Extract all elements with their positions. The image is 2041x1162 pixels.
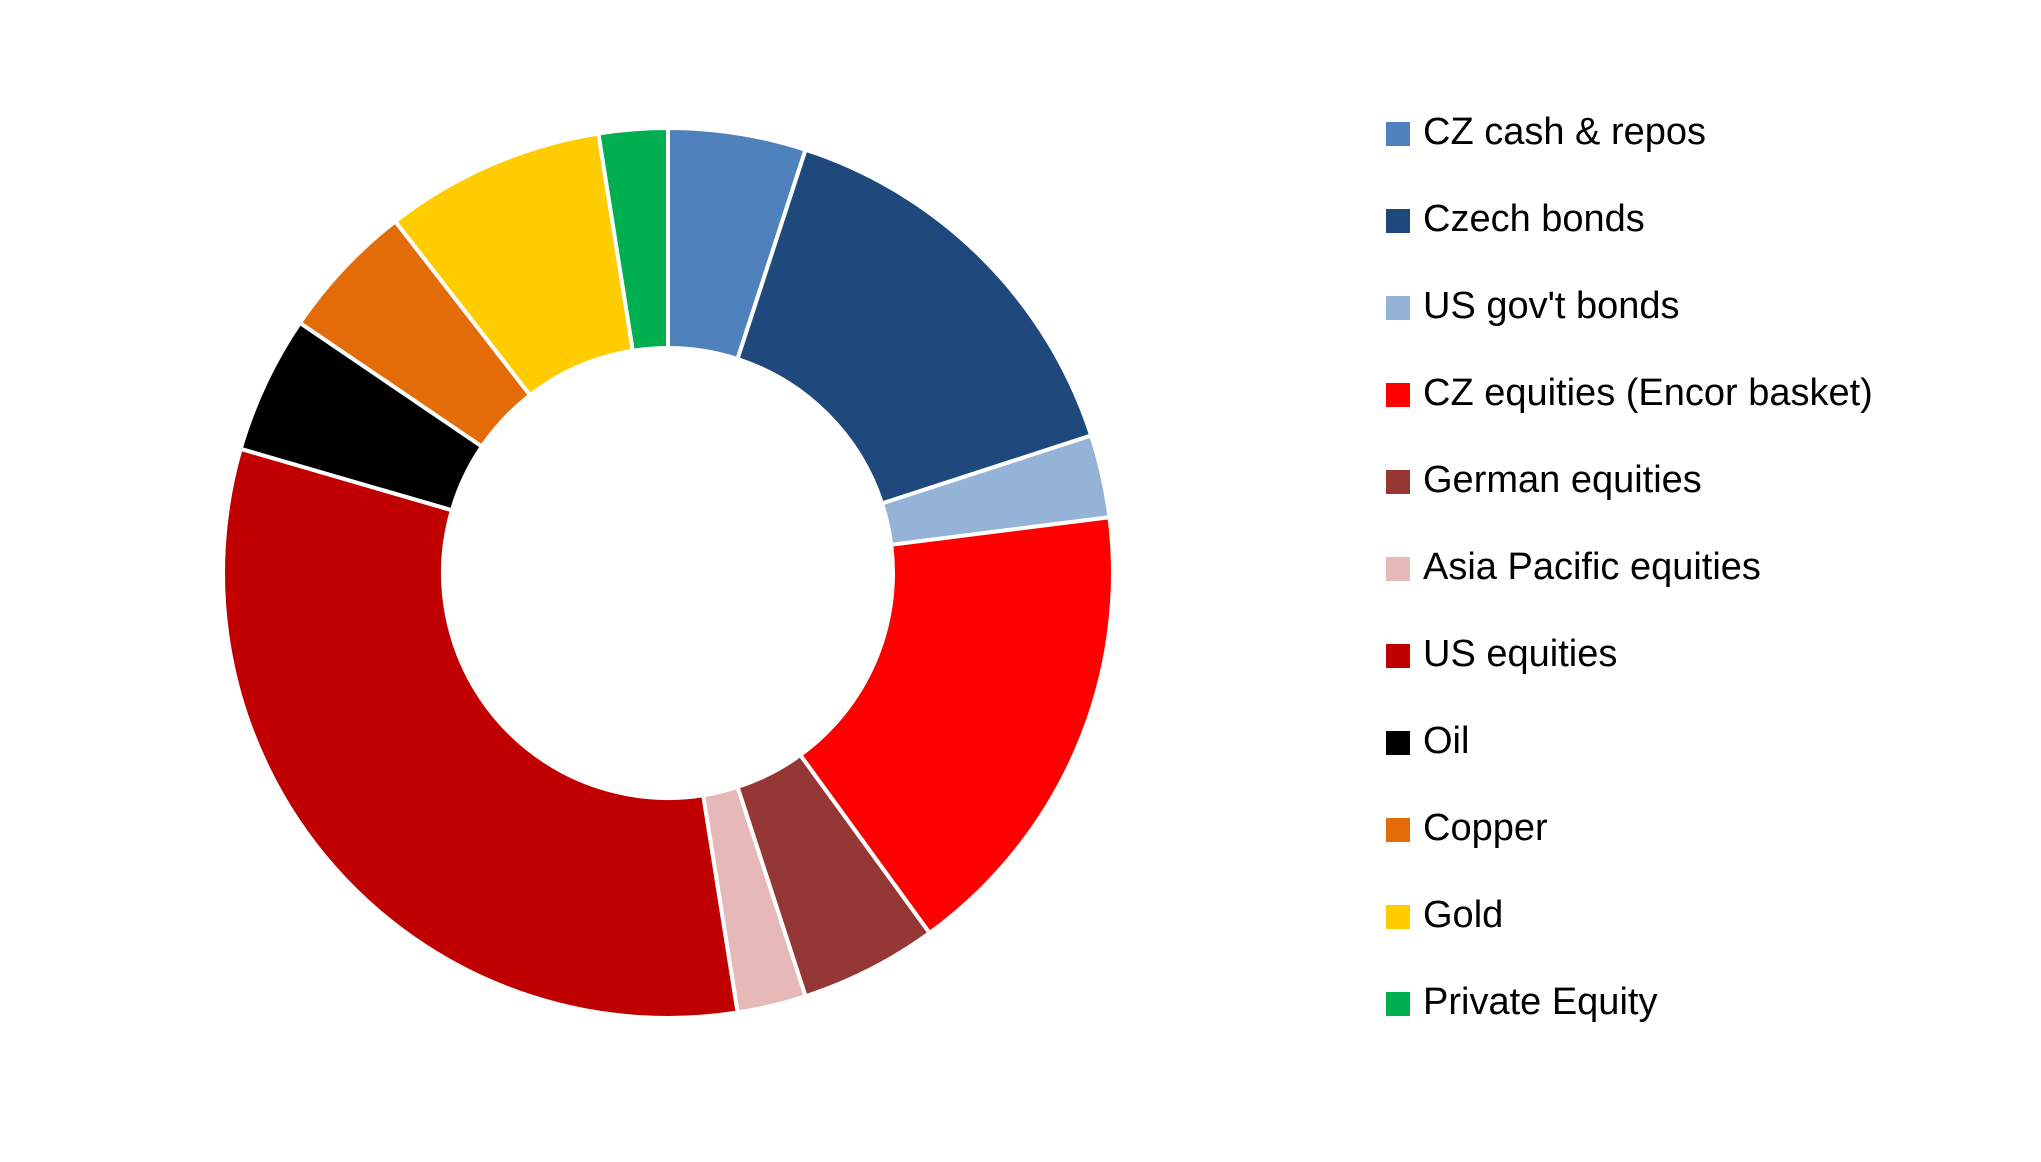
legend-swatch	[1386, 644, 1410, 668]
legend-label: German equities	[1423, 459, 1702, 501]
legend-label: Gold	[1423, 894, 1503, 936]
legend-swatch	[1386, 905, 1410, 929]
legend-swatch	[1386, 296, 1410, 320]
legend-label: Oil	[1423, 720, 1469, 762]
legend-label: CZ equities (Encor basket)	[1423, 372, 1873, 414]
legend-label: Asia Pacific equities	[1423, 546, 1761, 588]
slice	[735, 147, 1094, 506]
legend-swatch	[1386, 209, 1410, 233]
legend-label: Czech bonds	[1423, 198, 1645, 240]
slice	[221, 446, 740, 1020]
legend-label: US gov't bonds	[1423, 285, 1680, 327]
slice	[596, 125, 670, 354]
legend-label: US equities	[1423, 633, 1617, 675]
legend-swatch	[1386, 992, 1410, 1016]
legend-label: Private Equity	[1423, 981, 1657, 1023]
legend-label: CZ cash & repos	[1423, 111, 1706, 153]
legend-swatch	[1386, 470, 1410, 494]
legend-swatch	[1386, 731, 1410, 755]
legend-swatch	[1386, 383, 1410, 407]
slice	[797, 514, 1115, 936]
legend-swatch	[1386, 122, 1410, 146]
legend-swatch	[1386, 557, 1410, 581]
legend-swatch	[1386, 818, 1410, 842]
legend-label: Copper	[1423, 807, 1548, 849]
